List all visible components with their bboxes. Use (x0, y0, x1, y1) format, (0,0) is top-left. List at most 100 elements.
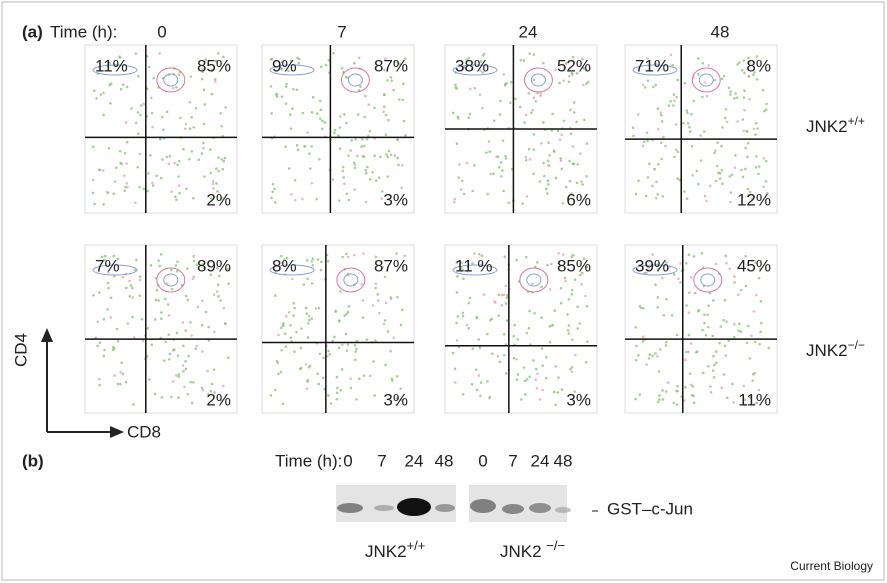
event-dot (509, 80, 513, 84)
event-dot (220, 196, 224, 200)
event-dot (101, 169, 105, 172)
event-dot (201, 350, 204, 353)
event-dot (185, 187, 188, 191)
event-dot (389, 349, 392, 353)
event-dot (368, 374, 372, 378)
lane-label: 0 (343, 451, 352, 470)
event-dot (532, 148, 536, 151)
event-dot (657, 163, 660, 166)
event-dot (687, 333, 691, 337)
event-dot (527, 92, 531, 95)
event-dot (306, 131, 309, 134)
event-dot (359, 85, 362, 88)
event-dot (757, 388, 761, 392)
event-dot (165, 155, 169, 159)
event-dot (304, 306, 308, 310)
event-dot (469, 87, 472, 91)
event-dot (346, 310, 350, 314)
event-dot (729, 93, 732, 96)
event-dot (206, 392, 210, 396)
event-dot (757, 276, 761, 280)
event-dot (298, 367, 302, 371)
event-dot (637, 353, 640, 357)
event-dot (546, 263, 549, 267)
event-dot (106, 281, 110, 285)
event-dot (284, 85, 288, 88)
event-dot (184, 329, 188, 332)
event-dot (725, 120, 729, 124)
event-dot (572, 162, 576, 166)
event-dot (279, 370, 283, 374)
event-dot (95, 97, 98, 100)
event-dot (567, 80, 571, 84)
event-dot (341, 255, 344, 259)
event-dot (126, 322, 130, 325)
event-dot (727, 86, 731, 90)
event-dot (125, 140, 129, 144)
event-dot (100, 255, 104, 259)
event-dot (288, 113, 292, 116)
event-dot (218, 274, 221, 278)
contour (632, 64, 678, 76)
event-dot (364, 94, 367, 98)
event-dot (746, 141, 750, 145)
event-dot (661, 389, 664, 392)
event-dot (697, 182, 700, 186)
event-dot (548, 340, 552, 344)
lane-label: 7 (377, 451, 386, 470)
event-dot (743, 89, 746, 93)
event-dot (396, 295, 399, 299)
event-dot (353, 163, 357, 167)
event-dot (497, 293, 501, 297)
event-dot (356, 154, 359, 158)
event-dot (692, 255, 696, 258)
event-dot (129, 284, 133, 287)
arrow-head (110, 426, 124, 438)
event-dot (140, 317, 144, 321)
event-dot (747, 324, 750, 328)
event-dot (676, 384, 679, 388)
event-dot (344, 332, 348, 336)
event-dot (669, 99, 672, 103)
event-dot (569, 108, 572, 112)
event-dot (528, 309, 531, 313)
event-dot (748, 395, 752, 399)
event-dot (169, 395, 173, 399)
genotype-name: JNK2 (806, 117, 848, 136)
contour (700, 273, 716, 287)
event-dot (766, 191, 769, 195)
event-dot (362, 252, 365, 255)
genotype-superscript: −/− (848, 338, 865, 352)
event-dot (177, 73, 181, 77)
event-dot (571, 73, 574, 76)
event-dot (540, 141, 543, 145)
event-dot (273, 187, 276, 191)
event-dot (310, 317, 314, 320)
group-superscript: +/+ (407, 538, 426, 553)
event-dot (326, 259, 330, 263)
event-dot (478, 93, 482, 97)
event-dot (743, 403, 747, 407)
event-dot (572, 101, 576, 104)
event-dot (568, 159, 571, 163)
event-dot (559, 157, 563, 160)
event-dot (393, 60, 397, 63)
event-dot (662, 135, 665, 139)
event-dot (291, 277, 294, 281)
quadrant-percent: 2% (206, 190, 231, 209)
event-dot (634, 326, 638, 329)
event-dot (757, 165, 761, 168)
event-dot (190, 150, 194, 153)
event-dot (207, 325, 210, 329)
event-dot (173, 161, 177, 165)
event-dot (308, 152, 311, 155)
event-dot (98, 341, 102, 344)
event-dot (97, 291, 101, 294)
event-dot (471, 189, 474, 193)
event-dot (692, 99, 696, 103)
event-dot (99, 93, 103, 96)
event-dot (201, 263, 205, 266)
event-dot (102, 91, 105, 95)
event-dot (96, 344, 99, 348)
quadrant-percent: 11% (95, 56, 128, 75)
